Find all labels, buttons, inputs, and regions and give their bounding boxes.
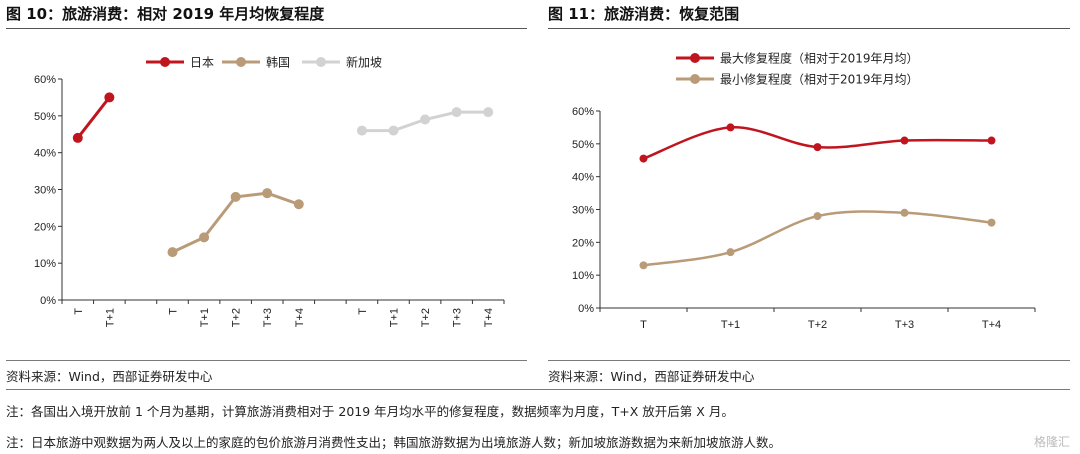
right-chart-title: 图 11：旅游消费：恢复范围 xyxy=(548,5,740,23)
left-data-point xyxy=(230,191,241,202)
right-legend-label-2: 最小修复程度（相对于2019年月均） xyxy=(720,72,919,87)
left-data-point xyxy=(451,107,462,118)
left-y-tick-label: 60% xyxy=(34,74,56,86)
left-data-point xyxy=(420,114,431,125)
right-title-rule xyxy=(548,28,1070,29)
right-y-tick-label: 20% xyxy=(572,237,594,249)
left-legend-label-1: 日本 xyxy=(190,56,214,70)
left-y-tick-label: 50% xyxy=(34,111,56,123)
watermark-logo: 格隆汇 xyxy=(1033,435,1070,449)
right-legend-marker-1 xyxy=(690,53,700,63)
right-data-point xyxy=(726,248,735,257)
right-y-tick-label: 40% xyxy=(572,172,594,184)
right-x-tick-label: T+3 xyxy=(895,319,914,331)
left-data-point xyxy=(104,92,115,103)
right-data-point xyxy=(987,218,996,227)
right-source-note: 资料来源：Wind，西部证券研发中心 xyxy=(548,369,755,384)
left-x-tick-label: T+2 xyxy=(420,308,432,327)
left-series-line-1 xyxy=(76,96,111,139)
right-y-tick-label: 50% xyxy=(572,139,594,151)
left-x-tick-label: T xyxy=(168,308,180,315)
right-data-point xyxy=(900,136,909,145)
left-x-tick-label: T+1 xyxy=(104,308,116,327)
left-x-tick-label: T+3 xyxy=(452,308,464,327)
right-series-line-1 xyxy=(643,126,992,160)
right-y-tick-label: 0% xyxy=(578,303,594,315)
right-data-point xyxy=(813,143,822,152)
left-legend-marker-2 xyxy=(236,57,246,67)
right-x-tick-label: T xyxy=(640,319,647,331)
right-y-tick-label: 60% xyxy=(572,106,594,118)
left-x-tick-label: T+3 xyxy=(262,308,274,327)
left-y-tick-label: 30% xyxy=(34,185,56,197)
left-y-tick-label: 40% xyxy=(34,148,56,160)
left-data-point xyxy=(483,107,494,118)
left-y-tick-label: 0% xyxy=(40,295,56,307)
notes-top-rule xyxy=(6,389,1070,390)
left-y-tick-label: 10% xyxy=(34,258,56,270)
left-chart-bottom-rule xyxy=(6,360,527,361)
left-x-tick-label: T+4 xyxy=(483,308,495,327)
right-chart-bottom-rule xyxy=(548,360,1070,361)
right-data-point xyxy=(639,261,648,270)
left-data-point xyxy=(167,247,178,258)
left-y-tick-label: 20% xyxy=(34,221,56,233)
left-x-tick-label: T xyxy=(357,308,369,315)
right-x-tick-label: T+2 xyxy=(808,319,827,331)
left-line-chart: 0% 10% 20% 30% 40% 50% 60% T T+1 T T+1 T+2 T+3 T+4 T T+… xyxy=(34,55,505,327)
left-data-point xyxy=(262,188,273,199)
left-legend-label-2: 韩国 xyxy=(266,55,290,70)
left-title-rule xyxy=(6,28,527,29)
right-data-point xyxy=(639,154,648,163)
left-chart-title: 图 10：旅游消费：相对 2019 年月均恢复程度 xyxy=(6,5,325,23)
right-y-tick-label: 30% xyxy=(572,205,594,217)
right-y-tick-label: 10% xyxy=(572,270,594,282)
left-data-point xyxy=(388,125,399,136)
right-legend-label-1: 最大修复程度（相对于2019年月均） xyxy=(720,51,919,66)
left-x-tick-label: T xyxy=(73,308,85,315)
right-data-point xyxy=(900,208,909,217)
left-x-tick-label: T+1 xyxy=(389,308,401,327)
left-series-line-2 xyxy=(171,191,300,254)
left-data-point xyxy=(72,132,83,143)
left-legend-label-3: 新加坡 xyxy=(346,55,382,70)
note-base-period: 注：各国出入境开放前 1 个月为基期，计算旅游消费相对于 2019 年月均水平的… xyxy=(6,404,734,419)
right-data-point xyxy=(813,212,822,221)
left-legend-marker-1 xyxy=(160,57,170,67)
right-legend-marker-2 xyxy=(690,74,700,84)
right-data-point xyxy=(987,136,996,145)
right-x-tick-label: T+1 xyxy=(721,319,740,331)
right-line-chart: 0% 10% 20% 30% 40% 50% 60% T T+1 T+2 T+3 T+4 最大修复程度（… xyxy=(572,51,1036,331)
left-data-point xyxy=(199,232,210,243)
left-x-tick-label: T+4 xyxy=(294,308,306,327)
left-x-tick-label: T+2 xyxy=(231,308,243,327)
note-data-sources: 注：日本旅游中观数据为两人及以上的家庭的包价旅游月消费性支出；韩国旅游数据为出境… xyxy=(6,435,782,450)
right-data-point xyxy=(726,123,735,132)
right-x-tick-label: T+4 xyxy=(982,319,1001,331)
left-data-point xyxy=(356,125,367,136)
left-data-point xyxy=(293,199,304,210)
left-source-note: 资料来源：Wind，西部证券研发中心 xyxy=(6,369,213,384)
left-x-tick-label: T+1 xyxy=(199,308,211,327)
left-legend-marker-3 xyxy=(316,57,326,67)
